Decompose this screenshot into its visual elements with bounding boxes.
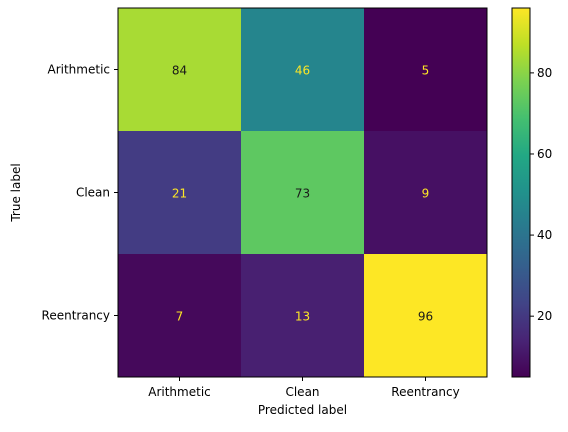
heatmap-cell [364, 131, 488, 255]
cell-value-label: 13 [295, 310, 310, 324]
colorbar [511, 7, 531, 378]
heatmap-cell [364, 8, 488, 132]
cell-value-label: 73 [295, 187, 310, 201]
colorbar-tick-label: 40 [537, 228, 552, 242]
cell-values: 84 46 5 21 73 9 7 13 96 [172, 64, 433, 324]
x-tick-label: Clean [285, 385, 319, 399]
x-tick-label: Reentrancy [391, 385, 459, 399]
heatmap-cell [364, 254, 488, 378]
y-tick-label: Clean [76, 186, 110, 200]
heatmap-cell [241, 8, 365, 132]
cell-value-label: 21 [172, 187, 187, 201]
cell-value-label: 96 [418, 310, 433, 324]
heatmap-cell [118, 254, 242, 378]
x-axis-label: Predicted label [258, 403, 347, 417]
colorbar-tick-label: 20 [537, 309, 552, 323]
heatmap-cell [118, 8, 242, 132]
cell-value-label: 46 [295, 64, 310, 78]
x-tick-label: Arithmetic [148, 385, 211, 399]
cell-value-label: 5 [422, 64, 430, 78]
colorbar-tick-label: 80 [537, 66, 552, 80]
colorbar-tick-label: 60 [537, 147, 552, 161]
heatmap-cells [118, 8, 488, 378]
y-axis-ticks: Arithmetic Clean Reentrancy [42, 63, 118, 323]
y-axis-label: True label [9, 163, 23, 222]
colorbar-ticks: 20 40 60 80 [530, 66, 552, 323]
x-axis-ticks: Arithmetic Clean Reentrancy [148, 377, 460, 399]
heatmap-cell [241, 131, 365, 255]
heatmap-cell [118, 131, 242, 255]
y-tick-label: Arithmetic [48, 63, 111, 77]
cell-value-label: 9 [422, 187, 430, 201]
cell-value-label: 84 [172, 64, 187, 78]
y-tick-label: Reentrancy [42, 309, 110, 323]
cell-value-label: 7 [176, 310, 184, 324]
heatmap-cell [241, 254, 365, 378]
